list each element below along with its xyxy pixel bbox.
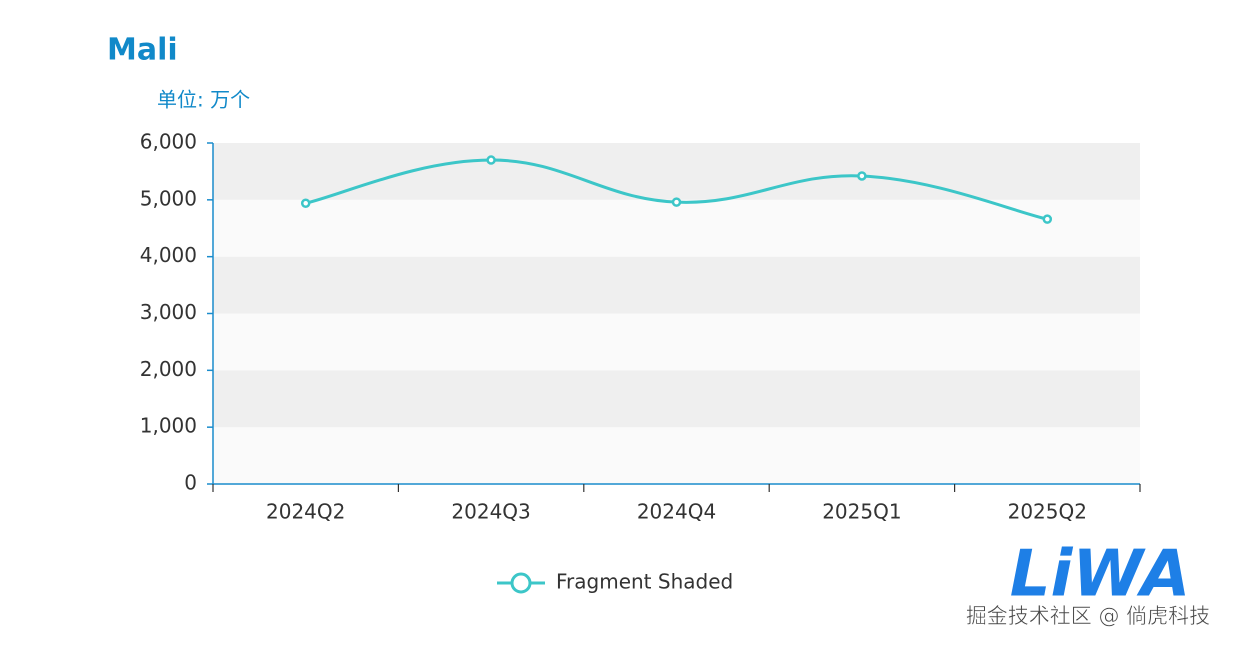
data-point	[1042, 214, 1053, 224]
x-tick-label: 2024Q2	[266, 500, 345, 524]
grid-band	[213, 199, 1140, 257]
watermark-text: 掘金技术社区 @ 倘虎科技	[966, 604, 1210, 628]
data-point	[671, 197, 682, 207]
chart-subtitle: 单位: 万个	[157, 88, 250, 112]
data-point	[857, 171, 867, 181]
x-tick-label: 2025Q2	[1008, 500, 1087, 524]
x-tick-label: 2025Q1	[822, 500, 901, 524]
x-tick-label: 2024Q4	[637, 500, 716, 524]
y-tick-label: 4,000	[140, 243, 197, 267]
data-point	[300, 198, 311, 208]
grid-band	[213, 313, 1140, 371]
watermark-logo: LiWA	[1010, 538, 1191, 612]
data-point	[486, 155, 496, 165]
y-tick-label: 5,000	[140, 186, 197, 210]
grid-band	[213, 427, 1140, 484]
y-tick-label: 1,000	[140, 414, 197, 438]
y-tick-label: 2,000	[140, 357, 197, 381]
grid-band	[213, 370, 1140, 428]
y-tick-label: 0	[184, 471, 197, 495]
legend-label: Fragment Shaded	[556, 570, 733, 594]
grid-band	[213, 256, 1140, 314]
y-tick-label: 3,000	[140, 300, 197, 324]
chart-title: Mali	[107, 33, 178, 68]
x-tick-label: 2024Q3	[451, 500, 530, 524]
grid-band	[213, 143, 1140, 200]
legend-marker	[510, 572, 532, 594]
y-tick-label: 6,000	[140, 130, 197, 154]
